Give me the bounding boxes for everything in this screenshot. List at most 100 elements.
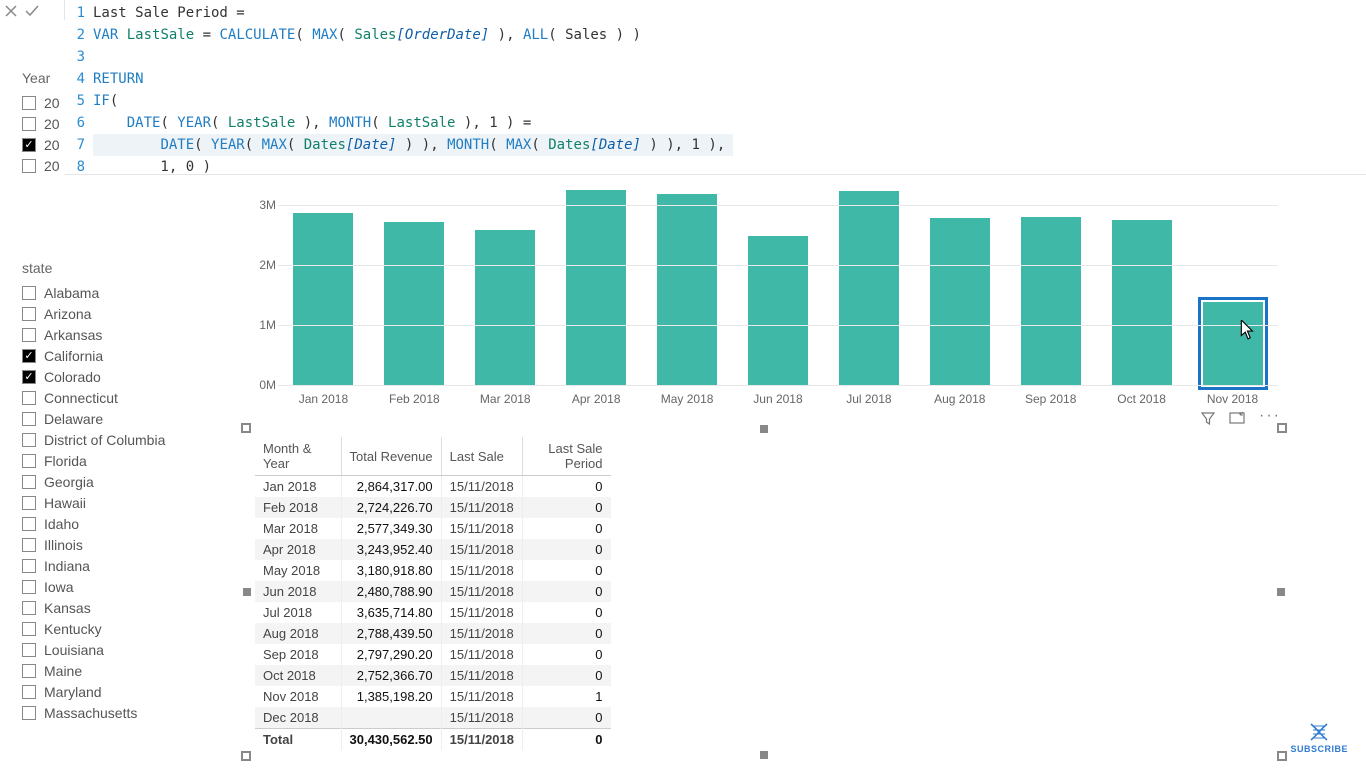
checkbox-icon[interactable] xyxy=(22,496,36,510)
state-slicer-item-label: Indiana xyxy=(44,558,90,574)
checkbox-icon[interactable] xyxy=(22,433,36,447)
state-slicer-item[interactable]: Hawaii xyxy=(22,492,212,513)
checkbox-icon[interactable] xyxy=(22,706,36,720)
data-table[interactable]: Month & YearTotal RevenueLast SaleLast S… xyxy=(255,437,611,750)
subscribe-label: SUBSCRIBE xyxy=(1290,744,1348,754)
state-slicer-item-label: District of Columbia xyxy=(44,432,165,448)
state-slicer-item[interactable]: District of Columbia xyxy=(22,429,212,450)
chart-bar[interactable] xyxy=(1005,175,1096,385)
checkbox-icon[interactable] xyxy=(22,622,36,636)
state-slicer-item[interactable]: Delaware xyxy=(22,408,212,429)
state-slicer-item[interactable]: Alabama xyxy=(22,282,212,303)
state-slicer-item-label: Alabama xyxy=(44,285,99,301)
checkbox-icon[interactable] xyxy=(22,580,36,594)
commit-icon[interactable] xyxy=(24,4,40,18)
chart-bar[interactable] xyxy=(369,175,460,385)
state-slicer-item[interactable]: Florida xyxy=(22,450,212,471)
formula-actions xyxy=(0,0,65,20)
checkbox-icon[interactable] xyxy=(22,475,36,489)
focus-mode-icon[interactable] xyxy=(1229,411,1245,425)
state-slicer-item[interactable]: Maine xyxy=(22,660,212,681)
revenue-bar-chart[interactable]: Jan 2018Feb 2018Mar 2018Apr 2018May 2018… xyxy=(238,175,1288,410)
table-cell: 1,385,198.20 xyxy=(341,686,441,707)
formula-bar: 1Last Sale Period =2VAR LastSale = CALCU… xyxy=(0,0,1366,175)
table-row[interactable]: Oct 20182,752,366.7015/11/20180 xyxy=(255,665,611,686)
table-row[interactable]: Sep 20182,797,290.2015/11/20180 xyxy=(255,644,611,665)
table-row[interactable]: Jan 20182,864,317.0015/11/20180 xyxy=(255,476,611,498)
state-slicer-item-label: Hawaii xyxy=(44,495,86,511)
state-slicer-item[interactable]: Indiana xyxy=(22,555,212,576)
chart-bar[interactable] xyxy=(733,175,824,385)
checkbox-icon[interactable] xyxy=(22,559,36,573)
dna-icon xyxy=(1308,722,1330,742)
table-row[interactable]: Feb 20182,724,226.7015/11/20180 xyxy=(255,497,611,518)
table-cell xyxy=(341,707,441,729)
table-header-cell[interactable]: Last Sale Period xyxy=(523,437,611,476)
cancel-icon[interactable] xyxy=(4,4,18,18)
table-row[interactable]: Jun 20182,480,788.9015/11/20180 xyxy=(255,581,611,602)
state-slicer-item[interactable]: Colorado xyxy=(22,366,212,387)
checkbox-icon[interactable] xyxy=(22,370,36,384)
chart-bar[interactable] xyxy=(1096,175,1187,385)
state-slicer-item[interactable]: Massachusetts xyxy=(22,702,212,723)
checkbox-icon[interactable] xyxy=(22,601,36,615)
chart-bar[interactable] xyxy=(551,175,642,385)
checkbox-icon[interactable] xyxy=(22,307,36,321)
state-slicer-item[interactable]: Arizona xyxy=(22,303,212,324)
table-cell: 2,577,349.30 xyxy=(341,518,441,539)
state-slicer-item[interactable]: Connecticut xyxy=(22,387,212,408)
table-header-cell[interactable]: Month & Year xyxy=(255,437,341,476)
table-cell: 2,788,439.50 xyxy=(341,623,441,644)
subscribe-badge[interactable]: SUBSCRIBE xyxy=(1290,722,1348,754)
state-slicer-item-label: Massachusetts xyxy=(44,705,137,721)
table-row[interactable]: Dec 201815/11/20180 xyxy=(255,707,611,729)
checkbox-icon[interactable] xyxy=(22,286,36,300)
table-cell: 15/11/2018 xyxy=(441,518,522,539)
chart-bar[interactable] xyxy=(1187,175,1278,385)
checkbox-icon[interactable] xyxy=(22,454,36,468)
state-slicer-item[interactable]: California xyxy=(22,345,212,366)
formula-editor[interactable]: 1Last Sale Period =2VAR LastSale = CALCU… xyxy=(65,0,1366,175)
filter-icon[interactable] xyxy=(1201,411,1215,425)
chart-bar[interactable] xyxy=(914,175,1005,385)
table-row[interactable]: Aug 20182,788,439.5015/11/20180 xyxy=(255,623,611,644)
checkbox-icon[interactable] xyxy=(22,391,36,405)
state-slicer-item[interactable]: Illinois xyxy=(22,534,212,555)
table-row[interactable]: Nov 20181,385,198.2015/11/20181 xyxy=(255,686,611,707)
x-axis-tick-label: Sep 2018 xyxy=(1005,388,1096,410)
state-slicer-item[interactable]: Kansas xyxy=(22,597,212,618)
state-slicer-item[interactable]: Louisiana xyxy=(22,639,212,660)
table-row[interactable]: Mar 20182,577,349.3015/11/20180 xyxy=(255,518,611,539)
state-slicer-item[interactable]: Iowa xyxy=(22,576,212,597)
table-row[interactable]: May 20183,180,918.8015/11/20180 xyxy=(255,560,611,581)
table-header-cell[interactable]: Last Sale xyxy=(441,437,522,476)
chart-bar[interactable] xyxy=(460,175,551,385)
state-slicer-item[interactable]: Idaho xyxy=(22,513,212,534)
table-cell: Oct 2018 xyxy=(255,665,341,686)
checkbox-icon[interactable] xyxy=(22,412,36,426)
checkbox-icon[interactable] xyxy=(22,538,36,552)
state-slicer-item[interactable]: Maryland xyxy=(22,681,212,702)
chart-bar[interactable] xyxy=(823,175,914,385)
checkbox-icon[interactable] xyxy=(22,349,36,363)
checkbox-icon[interactable] xyxy=(22,664,36,678)
table-row[interactable]: Apr 20183,243,952.4015/11/20180 xyxy=(255,539,611,560)
checkbox-icon[interactable] xyxy=(22,517,36,531)
state-slicer-item-label: Kentucky xyxy=(44,621,102,637)
chart-bar[interactable] xyxy=(642,175,733,385)
table-row[interactable]: Jul 20183,635,714.8015/11/20180 xyxy=(255,602,611,623)
state-slicer-item[interactable]: Arkansas xyxy=(22,324,212,345)
table-cell: 0 xyxy=(523,581,611,602)
table-header-cell[interactable]: Total Revenue xyxy=(341,437,441,476)
state-slicer-item[interactable]: Kentucky xyxy=(22,618,212,639)
checkbox-icon[interactable] xyxy=(22,685,36,699)
chart-bar[interactable] xyxy=(278,175,369,385)
table-visual[interactable]: ··· Month & YearTotal RevenueLast SaleLa… xyxy=(246,428,1282,756)
x-axis-tick-label: Apr 2018 xyxy=(551,388,642,410)
y-axis-tick-label: 3M xyxy=(259,198,276,212)
state-slicer-item-label: Connecticut xyxy=(44,390,118,406)
state-slicer-item[interactable]: Georgia xyxy=(22,471,212,492)
chart-gridline xyxy=(278,385,1278,386)
checkbox-icon[interactable] xyxy=(22,328,36,342)
checkbox-icon[interactable] xyxy=(22,643,36,657)
